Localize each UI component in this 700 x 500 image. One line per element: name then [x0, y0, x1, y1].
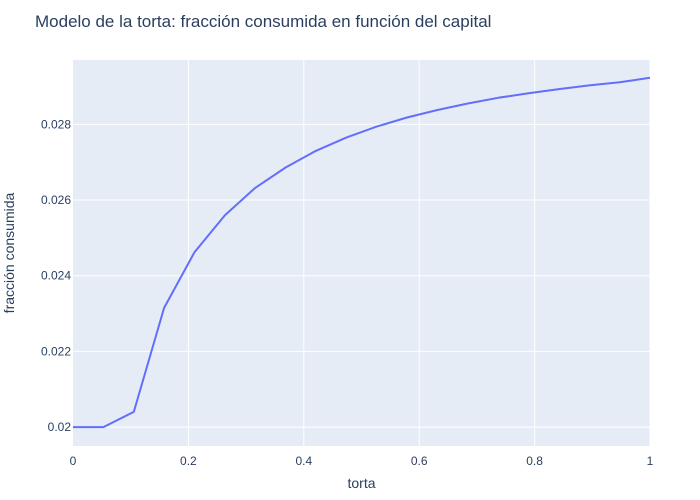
- series-line: [73, 76, 651, 429]
- y-tick-label: 0.028: [41, 117, 71, 131]
- x-tick-label: 0.6: [411, 454, 428, 468]
- y-tick-label: 0.02: [48, 420, 72, 434]
- x-tick-label: 0.2: [180, 454, 197, 468]
- y-axis-title: fracción consumida: [1, 192, 17, 313]
- y-tick-label: 0.022: [41, 344, 71, 358]
- x-tick-label: 0: [70, 454, 77, 468]
- plot-area: [73, 60, 650, 446]
- x-tick-label: 1: [647, 454, 654, 468]
- y-tick-label: 0.024: [41, 269, 71, 283]
- x-tick-label: 0.4: [295, 454, 312, 468]
- y-tick-label: 0.026: [41, 193, 71, 207]
- x-tick-label: 0.8: [526, 454, 543, 468]
- chart-title: Modelo de la torta: fracción consumida e…: [35, 12, 492, 31]
- x-axis-title: torta: [347, 475, 375, 491]
